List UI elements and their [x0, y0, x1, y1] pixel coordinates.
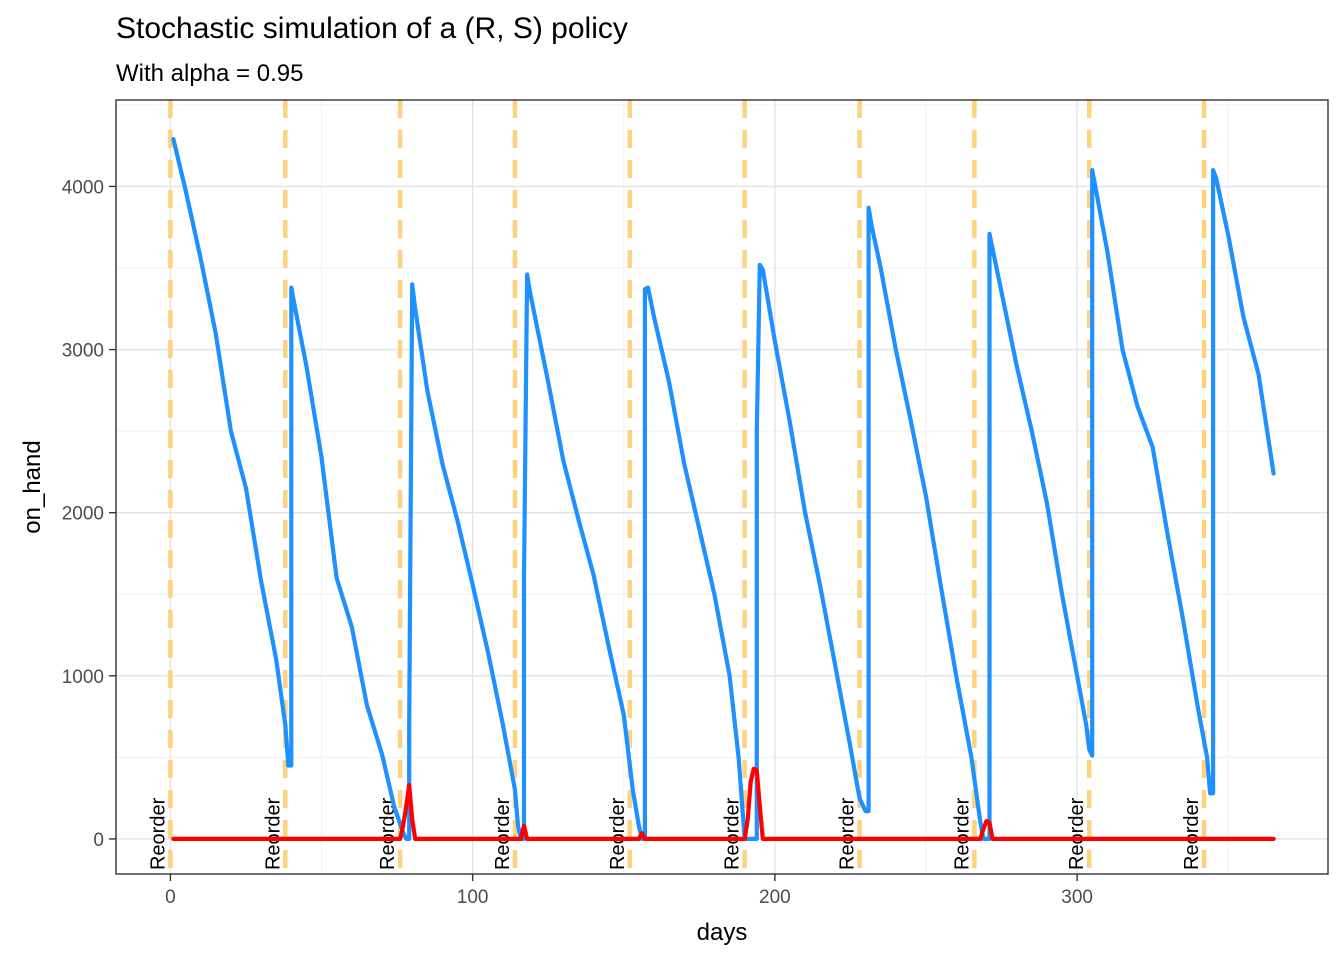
reorder-label: Reorder: [607, 797, 629, 870]
panel-border: [115, 99, 1329, 875]
chart-title: Stochastic simulation of a (R, S) policy: [116, 12, 628, 45]
chart-subtitle: With alpha = 0.95: [116, 60, 304, 87]
grid-minor: [116, 100, 1328, 874]
y-tick-label: 2000: [62, 504, 104, 525]
reorder-label: Reorder: [1066, 797, 1088, 870]
reorder-label: Reorder: [147, 797, 169, 870]
x-tick-labels: 0 100 200 300: [165, 887, 1093, 908]
reorder-labels: Reorder Reorder Reorder Reorder Reorder Reord…: [147, 797, 1203, 870]
y-tick-label: 4000: [62, 177, 104, 198]
reorder-label: Reorder: [951, 797, 973, 870]
x-tick-label: 300: [1061, 887, 1093, 908]
x-tick-label: 100: [457, 887, 489, 908]
y-tick-label: 3000: [62, 341, 104, 362]
reorder-label: Reorder: [377, 797, 399, 870]
reorder-label: Reorder: [262, 797, 284, 870]
reorder-label: Reorder: [492, 797, 514, 870]
y-tick-label: 1000: [62, 667, 104, 688]
x-tick-label: 200: [759, 887, 791, 908]
series-line-1: [171, 766, 1276, 841]
series-layer: [171, 137, 1276, 841]
x-tick-label: 0: [165, 887, 176, 908]
reorder-label: Reorder: [837, 797, 859, 870]
reorder-label: Reorder: [722, 797, 744, 870]
x-axis-title: days: [697, 919, 748, 946]
y-tick-labels: 0 1000 2000 3000 4000: [62, 177, 104, 850]
y-axis-title: on_hand: [19, 440, 46, 533]
reorder-label: Reorder: [1181, 797, 1203, 870]
axis-ticks: [109, 185, 1078, 881]
y-tick-label: 0: [93, 830, 104, 851]
grid-major: [116, 100, 1328, 874]
series-line-0: [171, 137, 1276, 841]
